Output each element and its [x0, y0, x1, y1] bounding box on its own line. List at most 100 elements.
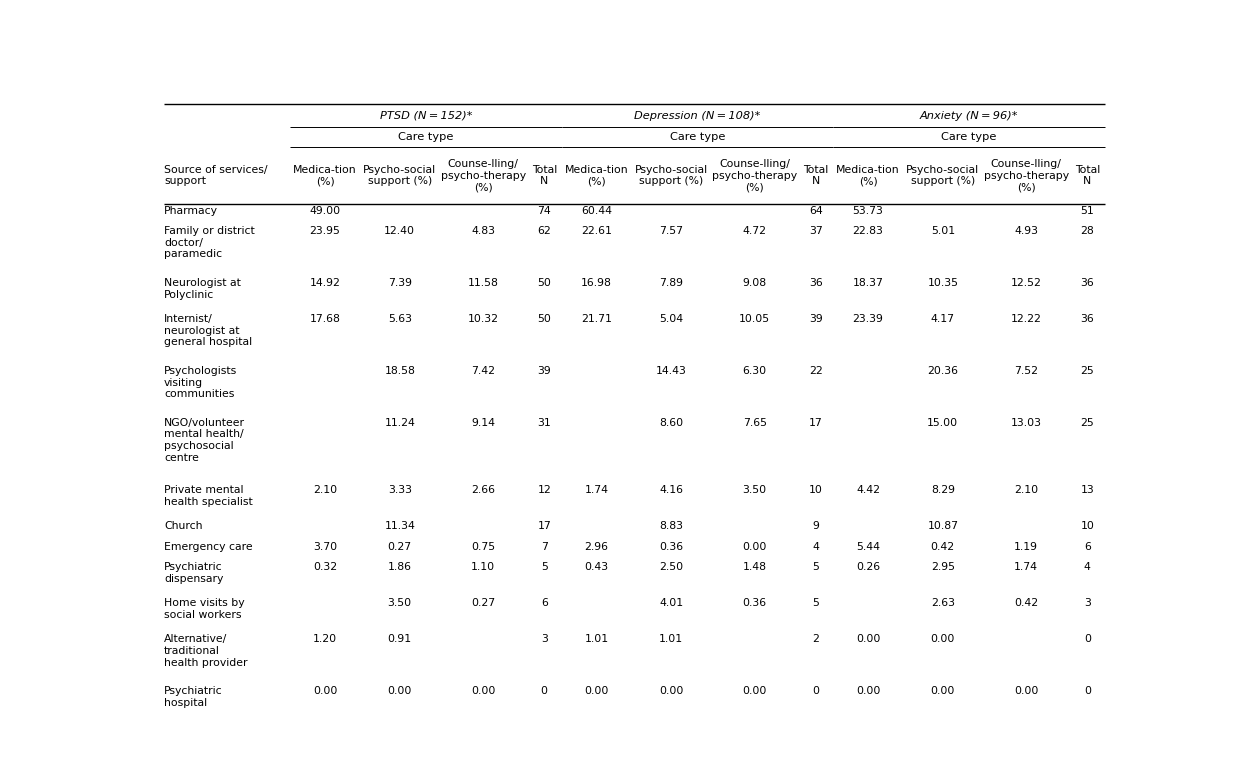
Text: 7.52: 7.52: [1015, 366, 1038, 376]
Text: 22.83: 22.83: [853, 226, 884, 236]
Text: 12: 12: [538, 485, 551, 495]
Text: 2.10: 2.10: [313, 485, 337, 495]
Text: Care type: Care type: [398, 132, 454, 142]
Text: 5.44: 5.44: [857, 542, 880, 552]
Text: 0: 0: [812, 686, 819, 696]
Text: Psychiatric
hospital: Psychiatric hospital: [164, 686, 222, 708]
Text: 25: 25: [1080, 418, 1094, 428]
Text: 2: 2: [812, 634, 819, 644]
Text: 5: 5: [541, 562, 548, 572]
Text: Internist/
neurologist at
general hospital: Internist/ neurologist at general hospit…: [164, 315, 252, 348]
Text: 49.00: 49.00: [309, 206, 341, 216]
Text: 0.00: 0.00: [388, 686, 412, 696]
Text: 0.00: 0.00: [585, 686, 609, 696]
Text: 0.32: 0.32: [313, 562, 337, 572]
Text: 10.35: 10.35: [927, 278, 958, 288]
Text: 4.93: 4.93: [1015, 226, 1038, 236]
Text: 16.98: 16.98: [581, 278, 612, 288]
Text: 11.58: 11.58: [467, 278, 498, 288]
Text: 3.33: 3.33: [388, 485, 412, 495]
Text: 0.00: 0.00: [857, 686, 880, 696]
Text: 1.19: 1.19: [1015, 542, 1038, 552]
Text: 1.01: 1.01: [659, 634, 684, 644]
Text: 10.87: 10.87: [927, 521, 958, 531]
Text: 2.50: 2.50: [659, 562, 684, 572]
Text: 11.34: 11.34: [384, 521, 415, 531]
Text: 50: 50: [538, 315, 551, 325]
Text: 39: 39: [538, 366, 551, 376]
Text: Medica-tion
(%): Medica-tion (%): [565, 165, 628, 186]
Text: 12.22: 12.22: [1011, 315, 1042, 325]
Text: 8.60: 8.60: [659, 418, 684, 428]
Text: 6: 6: [1084, 542, 1090, 552]
Text: 10: 10: [808, 485, 823, 495]
Text: 18.58: 18.58: [384, 366, 415, 376]
Text: 31: 31: [538, 418, 551, 428]
Text: Psycho-social
support (%): Psycho-social support (%): [906, 165, 979, 186]
Text: 18.37: 18.37: [853, 278, 884, 288]
Text: 1.20: 1.20: [313, 634, 337, 644]
Text: Family or district
doctor/
paramedic: Family or district doctor/ paramedic: [164, 226, 255, 259]
Text: 6.30: 6.30: [743, 366, 766, 376]
Text: 4.72: 4.72: [743, 226, 766, 236]
Text: 0.42: 0.42: [931, 542, 955, 552]
Text: 53.73: 53.73: [853, 206, 884, 216]
Text: 4.42: 4.42: [857, 485, 880, 495]
Text: 28: 28: [1080, 226, 1094, 236]
Text: 11.24: 11.24: [384, 418, 415, 428]
Text: Total
N: Total N: [1074, 165, 1100, 186]
Text: 4.17: 4.17: [931, 315, 954, 325]
Text: 4.01: 4.01: [659, 598, 684, 608]
Text: 7.65: 7.65: [743, 418, 766, 428]
Text: 2.95: 2.95: [931, 562, 954, 572]
Text: 5: 5: [812, 562, 819, 572]
Text: Psychologists
visiting
communities: Psychologists visiting communities: [164, 366, 237, 399]
Text: 5.01: 5.01: [931, 226, 955, 236]
Text: 10.32: 10.32: [467, 315, 498, 325]
Text: 0.00: 0.00: [931, 634, 955, 644]
Text: Private mental
health specialist: Private mental health specialist: [164, 485, 253, 507]
Text: 1.86: 1.86: [388, 562, 412, 572]
Text: Alternative/
traditional
health provider: Alternative/ traditional health provider: [164, 634, 247, 667]
Text: 60.44: 60.44: [581, 206, 612, 216]
Text: 0: 0: [1084, 686, 1091, 696]
Text: Care type: Care type: [942, 132, 996, 142]
Text: 36: 36: [1080, 315, 1094, 325]
Text: 0.00: 0.00: [743, 542, 766, 552]
Text: 8.29: 8.29: [931, 485, 954, 495]
Text: 7.57: 7.57: [659, 226, 684, 236]
Text: 4: 4: [1084, 562, 1090, 572]
Text: 9: 9: [812, 521, 819, 531]
Text: Psychiatric
dispensary: Psychiatric dispensary: [164, 562, 224, 584]
Text: 10: 10: [1080, 521, 1094, 531]
Text: 0.36: 0.36: [659, 542, 684, 552]
Text: 50: 50: [538, 278, 551, 288]
Text: 64: 64: [808, 206, 823, 216]
Text: 5: 5: [812, 598, 819, 608]
Text: 10.05: 10.05: [739, 315, 770, 325]
Text: 4.83: 4.83: [471, 226, 496, 236]
Text: 9.14: 9.14: [471, 418, 496, 428]
Text: 17: 17: [808, 418, 823, 428]
Text: 22.61: 22.61: [581, 226, 612, 236]
Text: Home visits by
social workers: Home visits by social workers: [164, 598, 245, 620]
Text: 21.71: 21.71: [581, 315, 612, 325]
Text: 74: 74: [538, 206, 551, 216]
Text: 13.03: 13.03: [1011, 418, 1042, 428]
Text: 12.52: 12.52: [1011, 278, 1042, 288]
Text: 22: 22: [808, 366, 823, 376]
Text: 3.50: 3.50: [388, 598, 412, 608]
Text: 3.70: 3.70: [313, 542, 337, 552]
Text: 17: 17: [538, 521, 551, 531]
Text: 0: 0: [1084, 634, 1091, 644]
Text: Total
N: Total N: [531, 165, 557, 186]
Text: 6: 6: [541, 598, 548, 608]
Text: PTSD (N = 152)*: PTSD (N = 152)*: [379, 111, 472, 121]
Text: 0.42: 0.42: [1014, 598, 1038, 608]
Text: 7.39: 7.39: [388, 278, 412, 288]
Text: 4: 4: [812, 542, 819, 552]
Text: 25: 25: [1080, 366, 1094, 376]
Text: Church: Church: [164, 521, 203, 531]
Text: Neurologist at
Polyclinic: Neurologist at Polyclinic: [164, 278, 241, 300]
Text: 12.40: 12.40: [384, 226, 415, 236]
